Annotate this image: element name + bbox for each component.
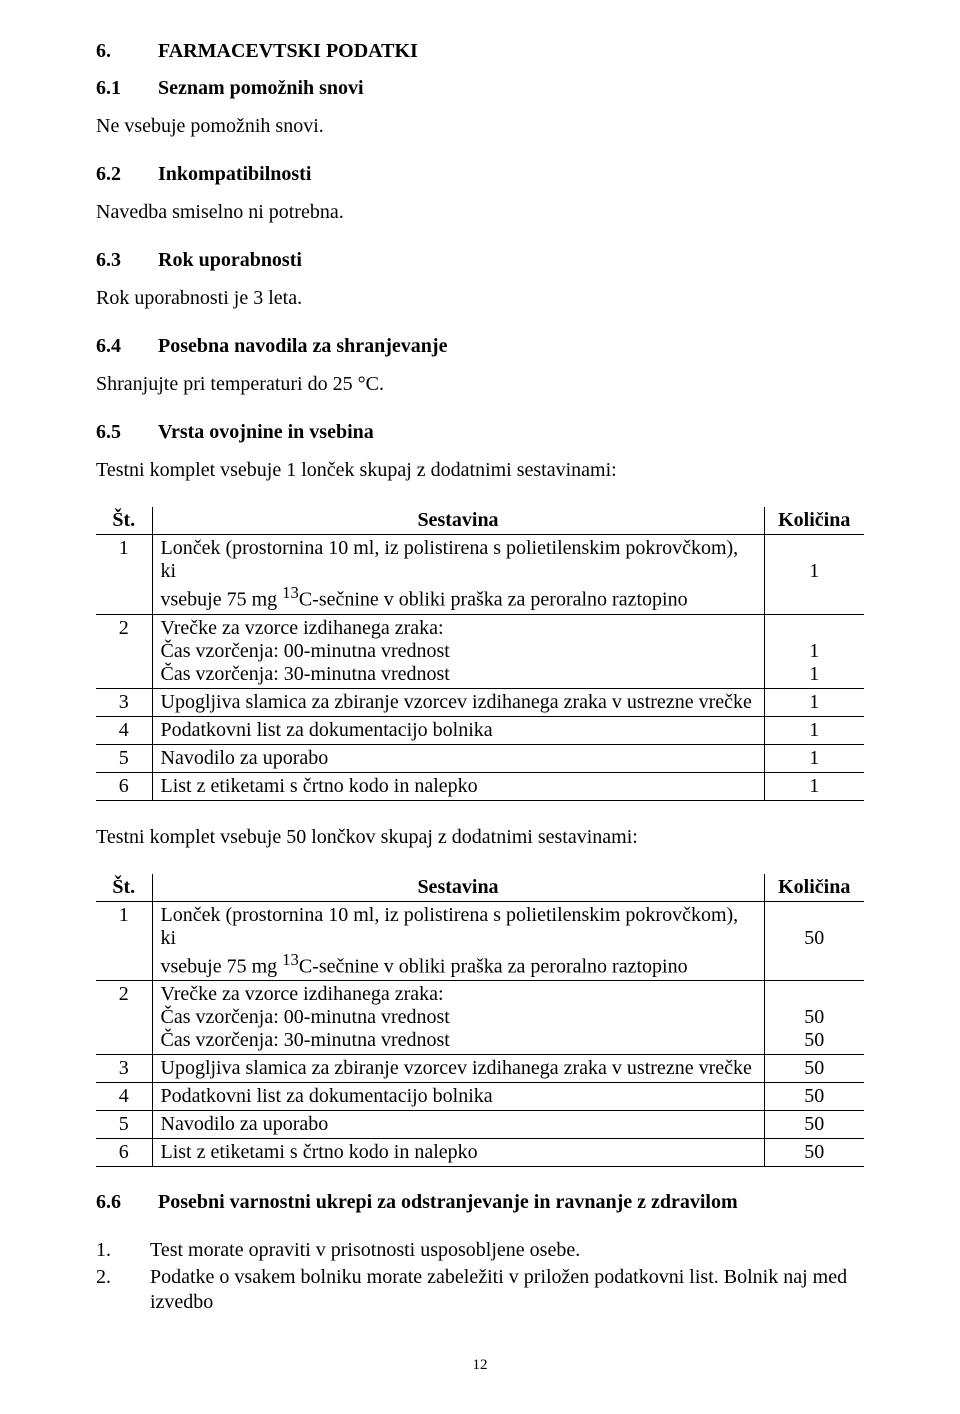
row-quantity: 1 [764, 744, 864, 772]
section-6-heading: 6. FARMACEVTSKI PODATKI [96, 40, 864, 63]
table-row: 1 Lonček (prostornina 10 ml, iz polistir… [96, 901, 864, 981]
list-number: 2. [96, 1265, 124, 1315]
components-table-1: Št. Sestavina Količina 1 Lonček (prostor… [96, 507, 864, 801]
row-quantity: 50 [764, 1083, 864, 1111]
row-number: 6 [96, 1139, 152, 1167]
row-component: Vrečke za vzorce izdihanega zraka: Čas v… [152, 614, 764, 688]
row-number: 5 [96, 744, 152, 772]
section-6-6-heading: 6.6 Posebni varnostni ukrepi za odstranj… [96, 1191, 864, 1214]
row-quantity: 50 [764, 901, 864, 981]
heading-number: 6.4 [96, 335, 130, 358]
col-quantity-header: Količina [764, 507, 864, 535]
heading-number: 6.3 [96, 249, 130, 272]
heading-title: FARMACEVTSKI PODATKI [158, 40, 418, 63]
section-6-2-body: Navedba smiselno ni potrebna. [96, 200, 864, 225]
table-row: 4 Podatkovni list za dokumentacijo bolni… [96, 716, 864, 744]
table-row: 6 List z etiketami s črtno kodo in nalep… [96, 1139, 864, 1167]
col-component-header: Sestavina [152, 874, 764, 902]
section-6-1-heading: 6.1 Seznam pomožnih snovi [96, 77, 864, 100]
row-number: 3 [96, 1055, 152, 1083]
section-6-5-heading: 6.5 Vrsta ovojnine in vsebina [96, 421, 864, 444]
list-text: Podatke o vsakem bolniku morate zabeleži… [150, 1265, 864, 1315]
heading-number: 6.6 [96, 1191, 130, 1214]
table-row: 5 Navodilo za uporabo 50 [96, 1111, 864, 1139]
row-number: 4 [96, 716, 152, 744]
table-row: 4 Podatkovni list za dokumentacijo bolni… [96, 1083, 864, 1111]
heading-title: Posebna navodila za shranjevanje [158, 335, 447, 358]
col-number-header: Št. [96, 507, 152, 535]
section-6-4-body: Shranjujte pri temperaturi do 25 °C. [96, 372, 864, 397]
section-6-1-body: Ne vsebuje pomožnih snovi. [96, 114, 864, 139]
heading-title: Rok uporabnosti [158, 249, 302, 272]
section-6-3-body: Rok uporabnosti je 3 leta. [96, 286, 864, 311]
row-number: 4 [96, 1083, 152, 1111]
table-row: 1 Lonček (prostornina 10 ml, iz polistir… [96, 535, 864, 615]
row-component: Navodilo za uporabo [152, 1111, 764, 1139]
section-6-4-heading: 6.4 Posebna navodila za shranjevanje [96, 335, 864, 358]
row-number: 2 [96, 614, 152, 688]
row-quantity: 50 [764, 1139, 864, 1167]
table-row: 6 List z etiketami s črtno kodo in nalep… [96, 772, 864, 800]
section-6-3-heading: 6.3 Rok uporabnosti [96, 249, 864, 272]
page-number: 12 [96, 1357, 864, 1374]
heading-number: 6.1 [96, 77, 130, 100]
row-number: 1 [96, 535, 152, 615]
row-quantity: 1 [764, 688, 864, 716]
row-component: Upogljiva slamica za zbiranje vzorcev iz… [152, 688, 764, 716]
row-number: 1 [96, 901, 152, 981]
row-quantity: 5050 [764, 981, 864, 1055]
list-item: 1. Test morate opraviti v prisotnosti us… [96, 1238, 864, 1263]
table-row: 2 Vrečke za vzorce izdihanega zraka: Čas… [96, 614, 864, 688]
instructions-list: 1. Test morate opraviti v prisotnosti us… [96, 1238, 864, 1315]
table-row: 3 Upogljiva slamica za zbiranje vzorcev … [96, 1055, 864, 1083]
row-quantity: 11 [764, 614, 864, 688]
table-row: 2 Vrečke za vzorce izdihanega zraka: Čas… [96, 981, 864, 1055]
heading-number: 6. [96, 40, 130, 63]
row-number: 3 [96, 688, 152, 716]
row-number: 6 [96, 772, 152, 800]
row-quantity: 50 [764, 1055, 864, 1083]
row-quantity: 1 [764, 772, 864, 800]
col-number-header: Št. [96, 874, 152, 902]
row-number: 5 [96, 1111, 152, 1139]
heading-number: 6.2 [96, 163, 130, 186]
row-component: List z etiketami s črtno kodo in nalepko [152, 772, 764, 800]
heading-number: 6.5 [96, 421, 130, 444]
table-1-intro: Testni komplet vsebuje 1 lonček skupaj z… [96, 458, 864, 483]
list-item: 2. Podatke o vsakem bolniku morate zabel… [96, 1265, 864, 1315]
list-text: Test morate opraviti v prisotnosti uspos… [150, 1238, 580, 1263]
row-component: Lonček (prostornina 10 ml, iz polistiren… [152, 535, 764, 615]
row-quantity: 1 [764, 535, 864, 615]
list-number: 1. [96, 1238, 124, 1263]
row-component: Navodilo za uporabo [152, 744, 764, 772]
section-6-2-heading: 6.2 Inkompatibilnosti [96, 163, 864, 186]
table-header-row: Št. Sestavina Količina [96, 507, 864, 535]
table-row: 5 Navodilo za uporabo 1 [96, 744, 864, 772]
heading-title: Seznam pomožnih snovi [158, 77, 364, 100]
row-number: 2 [96, 981, 152, 1055]
row-component: Podatkovni list za dokumentacijo bolnika [152, 716, 764, 744]
col-quantity-header: Količina [764, 874, 864, 902]
table-row: 3 Upogljiva slamica za zbiranje vzorcev … [96, 688, 864, 716]
row-component: Vrečke za vzorce izdihanega zraka: Čas v… [152, 981, 764, 1055]
row-component: Podatkovni list za dokumentacijo bolnika [152, 1083, 764, 1111]
col-component-header: Sestavina [152, 507, 764, 535]
heading-title: Vrsta ovojnine in vsebina [158, 421, 374, 444]
row-component: List z etiketami s črtno kodo in nalepko [152, 1139, 764, 1167]
components-table-2: Št. Sestavina Količina 1 Lonček (prostor… [96, 874, 864, 1168]
table-2-intro: Testni komplet vsebuje 50 lončkov skupaj… [96, 825, 864, 850]
row-quantity: 50 [764, 1111, 864, 1139]
row-component: Upogljiva slamica za zbiranje vzorcev iz… [152, 1055, 764, 1083]
row-quantity: 1 [764, 716, 864, 744]
heading-title: Inkompatibilnosti [158, 163, 311, 186]
row-component: Lonček (prostornina 10 ml, iz polistiren… [152, 901, 764, 981]
heading-title: Posebni varnostni ukrepi za odstranjevan… [158, 1191, 738, 1214]
table-header-row: Št. Sestavina Količina [96, 874, 864, 902]
